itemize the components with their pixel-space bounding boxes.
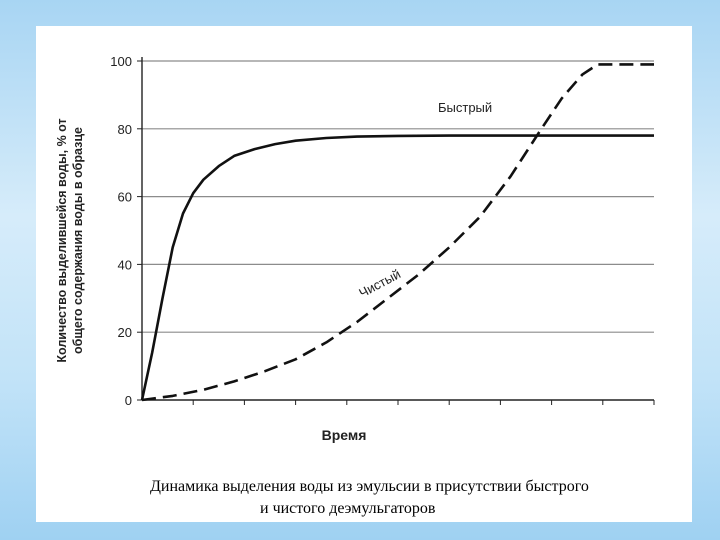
chart: 0 20 40 60 80 100 Быстрый Чистый Время Количество… — [55, 54, 655, 443]
y-axis-label-line-1: Количество выделившейся воды, % от — [55, 118, 69, 362]
series-line-1 — [140, 134, 654, 401]
y-tick-label: 40 — [118, 257, 132, 272]
y-tick-label: 100 — [110, 54, 132, 69]
y-tick-label: 80 — [118, 122, 132, 137]
series-line-2 — [141, 63, 654, 402]
y-tick-label: 20 — [118, 325, 132, 340]
y-tick-label: 60 — [118, 190, 132, 205]
caption-line-1: Динамика выделения воды из эмульсии в пр… — [150, 478, 589, 495]
series-label-bystry: Быстрый — [438, 100, 492, 115]
x-axis-label: Время — [322, 427, 367, 443]
y-axis-label-line-2: общего содержания воды в образце — [71, 127, 85, 354]
series-label-chisty: Чистый — [356, 266, 403, 300]
slide: 0 20 40 60 80 100 Быстрый Чистый Время Количество… — [36, 26, 692, 522]
caption-line-2: и чистого деэмульгаторов — [260, 500, 436, 517]
y-tick-label: 0 — [125, 393, 132, 408]
